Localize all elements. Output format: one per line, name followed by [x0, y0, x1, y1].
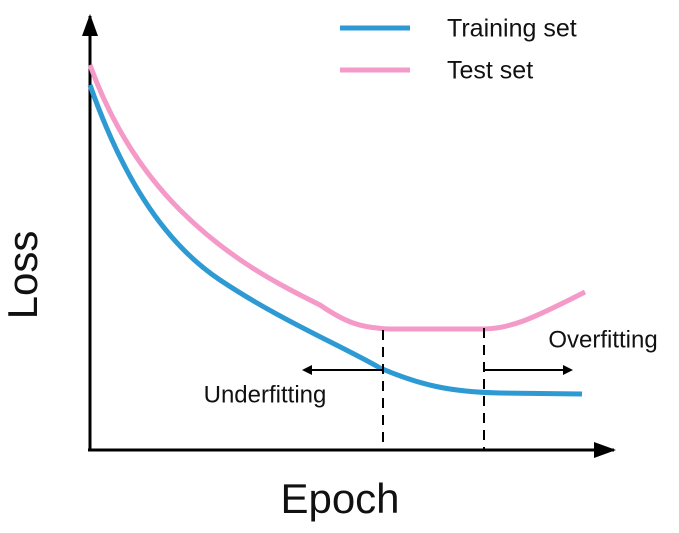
x-axis-label: Epoch [280, 475, 399, 522]
legend-label: Test set [447, 57, 533, 85]
training-curve [87, 84, 583, 397]
annotation: Underfitting [204, 381, 327, 408]
test-curve [87, 64, 587, 332]
y-axis-label: Loss [0, 231, 46, 320]
annotation: Overfitting [548, 326, 657, 353]
legend-label: Training set [447, 15, 577, 43]
